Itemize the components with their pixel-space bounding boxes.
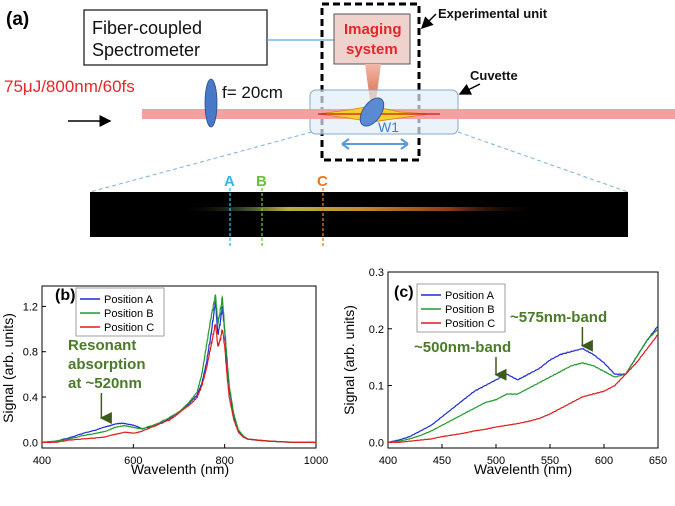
chart-c-xlabel: Wavelenth (nm) [474,461,572,477]
legend-entry: Position C [445,318,495,330]
experimental-unit-box [320,2,421,162]
position-marker-label: A [224,173,235,190]
spectrometer-label-line2: Spectrometer [92,40,200,60]
spectrometer-label-line1: Fiber-coupled [92,18,202,38]
chart-b-xlabel: Wavelenth (nm) [131,461,229,477]
panel-b-label: (b) [55,287,75,304]
x-tick-label: 600 [124,455,142,467]
x-tick-label: 650 [649,455,667,467]
chart-b-annotation-line3: at ~520nm [68,375,142,392]
x-tick-label: 450 [433,455,451,467]
plasma-image [90,192,628,237]
legend-entry: Position C [104,322,154,334]
chart-c-ylabel: Signal (arb. units) [341,305,357,415]
series-line [41,294,317,444]
band-annotation: ~575nm-band [510,309,607,326]
laser-parameters-label: 75μJ/800nm/60fs [4,77,135,96]
chart-c-frame [387,271,659,449]
window-w1 [359,97,385,127]
x-tick-label: 400 [33,455,51,467]
legend: Position A Position B Position C [75,287,165,337]
panel-a-label: (a) [6,9,29,30]
imaging-beam-cone [365,64,381,108]
x-tick-label: 500 [487,455,505,467]
plasma-filament-glow [180,207,540,211]
panel-c-label: (c) [394,284,414,301]
series-line [388,334,659,444]
chart-b: (b) Wavelenth (nm) Signal (arb. units) R… [0,285,328,477]
chart-b-frame [41,285,317,449]
zoom-line-right [457,131,629,193]
y-tick-label: 0.3 [369,267,384,279]
lens-focal-label: f= 20cm [222,83,283,102]
chart-b-annotation-line1: Resonant [68,337,136,354]
y-tick-label: 0.1 [369,381,384,393]
legend-entry: Position A [445,290,495,302]
window-w1-label: W1 [378,119,399,135]
cuvette-arrow [458,83,481,95]
series-line [388,325,659,443]
focusing-lens [204,78,218,128]
legend-entry: Position A [104,294,154,306]
y-tick-label: 0.0 [23,437,38,449]
chart-b-ylabel: Signal (arb. units) [0,313,16,423]
translation-arrow-heads [341,138,409,150]
chart-c: (c) Wavelenth (nm) Signal (arb. units) 4… [341,267,667,477]
imaging-system-label-line2: system [346,41,398,58]
series-line [387,328,659,444]
position-marker-label: B [256,173,267,190]
x-tick-label: 550 [541,455,559,467]
y-tick-label: 0.2 [369,324,384,336]
series-line [41,324,317,444]
zoom-line-left [89,131,313,193]
position-marker-label: C [317,173,328,190]
legend-frame [75,287,165,337]
schematic-panel: (a) Fiber-coupled Spectrometer Experimen… [4,2,675,246]
cuvette-label: Cuvette [470,68,518,83]
chart-b-annotation-line2: absorption [68,356,146,373]
y-tick-label: 0.8 [23,347,38,359]
legend: Position A Position B Position C [416,283,506,333]
spectrometer-box [83,9,268,66]
x-tick-label: 800 [215,455,233,467]
x-tick-label: 400 [379,455,397,467]
legend-frame [416,283,506,333]
position-markers: A B C [224,173,328,246]
y-tick-label: 1.2 [23,301,38,313]
legend-entry: Position B [104,308,154,320]
x-tick-label: 1000 [304,455,328,467]
imaging-system-label-line1: Imaging [344,21,402,38]
legend-entry: Position B [445,304,495,316]
experimental-unit-arrow [420,13,437,30]
y-tick-label: 0.0 [369,437,384,449]
y-tick-label: 0.4 [23,392,38,404]
experimental-unit-label: Experimental unit [438,6,548,21]
x-tick-label: 600 [595,455,613,467]
band-annotation: ~500nm-band [414,339,511,356]
